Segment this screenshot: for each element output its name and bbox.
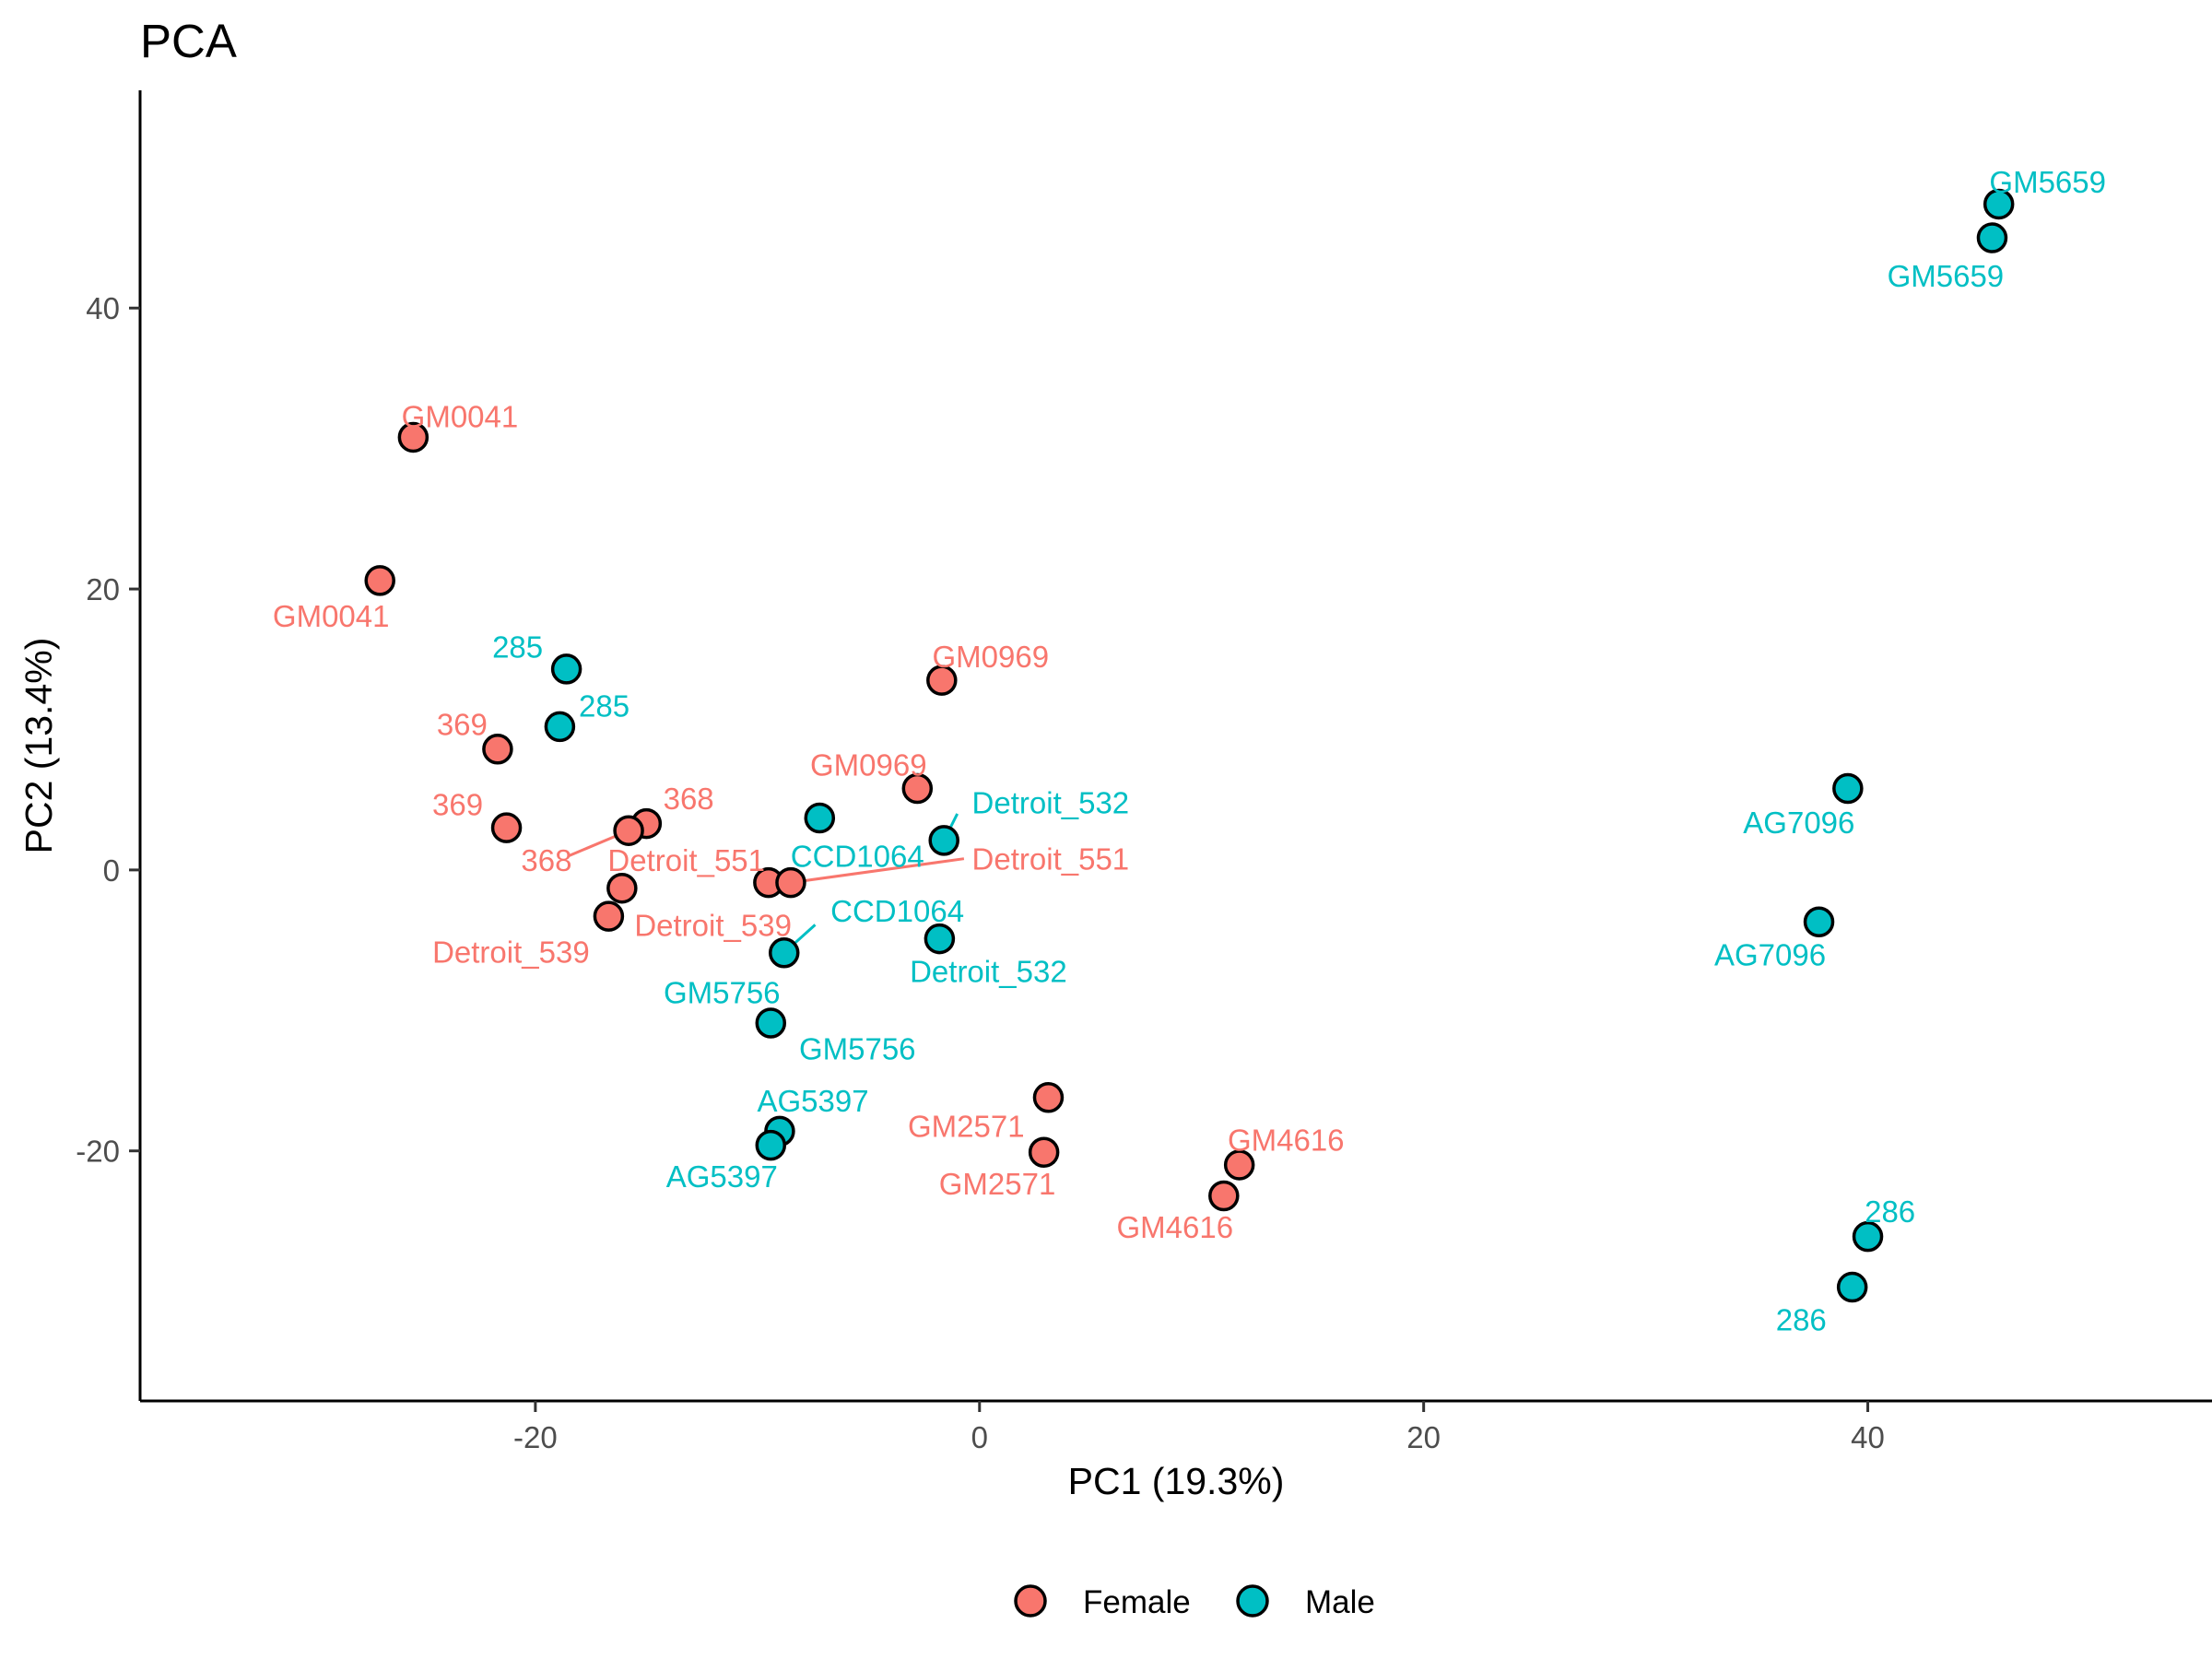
data-point-female [901, 772, 934, 805]
data-point-female [490, 812, 523, 843]
point-label: 285 [492, 630, 543, 665]
point-label: 286 [1776, 1303, 1827, 1337]
data-points [364, 188, 2015, 1303]
point-label: 368 [664, 782, 714, 816]
point-label: GM2571 [908, 1109, 1025, 1143]
label-leader-line [790, 857, 965, 885]
point-label: GM4616 [1117, 1210, 1234, 1244]
point-label: GM5756 [799, 1031, 916, 1065]
legend-male-swatch [1236, 1584, 1269, 1618]
point-label: 286 [1865, 1194, 1915, 1229]
data-point-female [593, 900, 625, 932]
x-tick-label: -20 [513, 1420, 558, 1454]
data-point-female [364, 565, 395, 596]
point-label: GM5659 [1888, 259, 2005, 293]
point-label: 369 [432, 787, 483, 821]
point-label: CCD1064 [830, 894, 964, 928]
x-tick-label: 20 [1406, 1420, 1441, 1454]
point-label: GM5659 [1989, 165, 2106, 199]
point-label: GM0969 [933, 640, 1050, 674]
point-label: AG7096 [1743, 806, 1854, 840]
point-label: 369 [437, 707, 488, 741]
data-point-female [482, 734, 513, 765]
point-label: GM4616 [1228, 1124, 1345, 1158]
data-point-male [755, 1007, 787, 1039]
data-point-male [1976, 222, 2008, 253]
point-label: Detroit_539 [634, 908, 792, 942]
point-label: AG5397 [758, 1084, 869, 1118]
data-point-male [768, 937, 800, 969]
point-label: GM0041 [402, 400, 519, 434]
data-point-female [926, 665, 958, 696]
data-point-male [1803, 906, 1835, 938]
point-label: Detroit_551 [607, 843, 765, 877]
data-point-female [775, 866, 806, 899]
data-point-male [1852, 1220, 1884, 1253]
data-point-female [606, 872, 638, 904]
point-label: Detroit_539 [432, 935, 590, 969]
y-axis-title: PC2 (13.4%) [18, 638, 60, 854]
y-tick-label: 20 [86, 572, 120, 606]
y-tick-label: 40 [86, 291, 120, 325]
data-point-male [924, 923, 956, 955]
point-label: 368 [521, 843, 571, 877]
data-point-female [1208, 1180, 1240, 1212]
data-point-female [1028, 1136, 1060, 1168]
chart-title: PCA [140, 15, 237, 67]
y-tick-label: 0 [103, 853, 120, 888]
point-label: AG7096 [1714, 937, 1826, 971]
data-point-male [804, 802, 836, 834]
point-label: AG5397 [666, 1159, 778, 1194]
point-label: GM5756 [664, 975, 781, 1009]
data-point-male [1832, 772, 1864, 805]
point-labels: GM0041 GM0041 369 369 368 368 Detroit_551 Detro… [273, 165, 2106, 1337]
data-point-male [755, 1129, 787, 1161]
data-point-female [1032, 1082, 1065, 1113]
x-axis-title: PC1 (19.3%) [1068, 1460, 1285, 1502]
data-point-female [397, 421, 429, 453]
x-tick-label: 0 [971, 1420, 988, 1454]
legend-male-label: Male [1305, 1584, 1375, 1620]
point-label: 285 [579, 689, 629, 724]
x-tick-label: 40 [1851, 1420, 1885, 1454]
y-tick-label: -20 [76, 1135, 120, 1169]
legend: Female Male [1014, 1584, 1375, 1620]
data-point-male [1983, 188, 2015, 220]
point-label: GM0041 [273, 599, 390, 633]
data-point-female [613, 815, 644, 846]
data-point-male [544, 711, 576, 743]
data-point-female [1223, 1149, 1255, 1181]
data-point-male [1836, 1271, 1868, 1303]
data-point-male [928, 825, 959, 856]
axis-ticks: -20 0 20 40 -20 0 20 40 [76, 291, 1885, 1454]
data-point-male [550, 653, 582, 685]
point-label: CCD1064 [791, 840, 924, 874]
point-label: GM0969 [810, 748, 927, 782]
legend-female-swatch [1014, 1584, 1047, 1618]
legend-female-label: Female [1083, 1584, 1191, 1620]
point-label: Detroit_551 [972, 842, 1130, 877]
point-label: Detroit_532 [910, 955, 1067, 989]
point-label: GM2571 [939, 1167, 1056, 1201]
point-label: Detroit_532 [972, 786, 1130, 820]
